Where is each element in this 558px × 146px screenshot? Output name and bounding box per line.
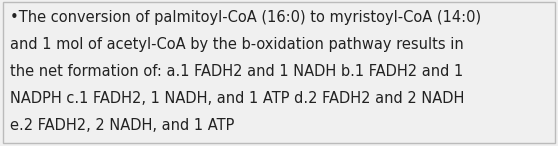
Text: NADPH c.1 FADH2, 1 NADH, and 1 ATP d.2 FADH2 and 2 NADH: NADPH c.1 FADH2, 1 NADH, and 1 ATP d.2 F… [10,91,464,106]
Text: e.2 FADH2, 2 NADH, and 1 ATP: e.2 FADH2, 2 NADH, and 1 ATP [10,118,234,133]
Text: and 1 mol of acetyl-CoA by the b-oxidation pathway results in: and 1 mol of acetyl-CoA by the b-oxidati… [10,37,464,52]
Text: •The conversion of palmitoyl-CoA (16:0) to myristoyl-CoA (14:0): •The conversion of palmitoyl-CoA (16:0) … [10,10,481,25]
Text: the net formation of: a.1 FADH2 and 1 NADH b.1 FADH2 and 1: the net formation of: a.1 FADH2 and 1 NA… [10,64,463,79]
